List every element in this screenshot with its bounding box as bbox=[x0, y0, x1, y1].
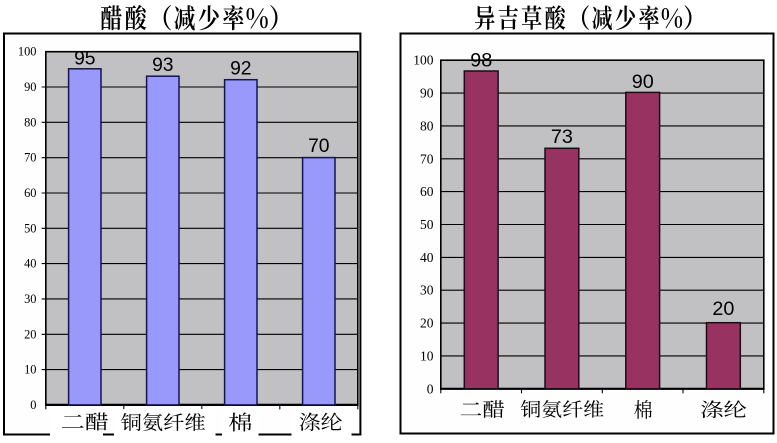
svg-text:50: 50 bbox=[420, 217, 434, 232]
svg-text:80: 80 bbox=[24, 115, 36, 129]
svg-text:10: 10 bbox=[24, 363, 36, 377]
svg-text:93: 93 bbox=[152, 55, 173, 76]
svg-text:40: 40 bbox=[420, 250, 434, 265]
svg-text:0: 0 bbox=[30, 398, 36, 412]
svg-text:70: 70 bbox=[420, 151, 434, 166]
svg-text:60: 60 bbox=[420, 184, 434, 199]
svg-text:30: 30 bbox=[24, 292, 36, 306]
svg-text:95: 95 bbox=[74, 49, 95, 70]
svg-text:20: 20 bbox=[24, 327, 36, 341]
svg-text:98: 98 bbox=[470, 50, 492, 72]
svg-text:40: 40 bbox=[24, 257, 36, 271]
svg-text:73: 73 bbox=[551, 126, 573, 148]
svg-text:70: 70 bbox=[308, 136, 329, 157]
svg-text:92: 92 bbox=[230, 59, 251, 80]
svg-text:0: 0 bbox=[427, 381, 434, 396]
svg-text:100: 100 bbox=[413, 53, 434, 68]
svg-text:90: 90 bbox=[632, 71, 654, 93]
svg-text:30: 30 bbox=[420, 283, 434, 298]
svg-text:20: 20 bbox=[420, 316, 434, 331]
svg-text:60: 60 bbox=[24, 186, 36, 200]
svg-text:10: 10 bbox=[420, 348, 434, 363]
svg-text:70: 70 bbox=[24, 151, 36, 165]
svg-text:90: 90 bbox=[24, 80, 36, 94]
svg-text:80: 80 bbox=[420, 118, 434, 133]
svg-text:90: 90 bbox=[420, 86, 434, 101]
svg-text:100: 100 bbox=[18, 45, 37, 59]
svg-text:50: 50 bbox=[24, 221, 36, 235]
svg-text:20: 20 bbox=[712, 298, 734, 320]
